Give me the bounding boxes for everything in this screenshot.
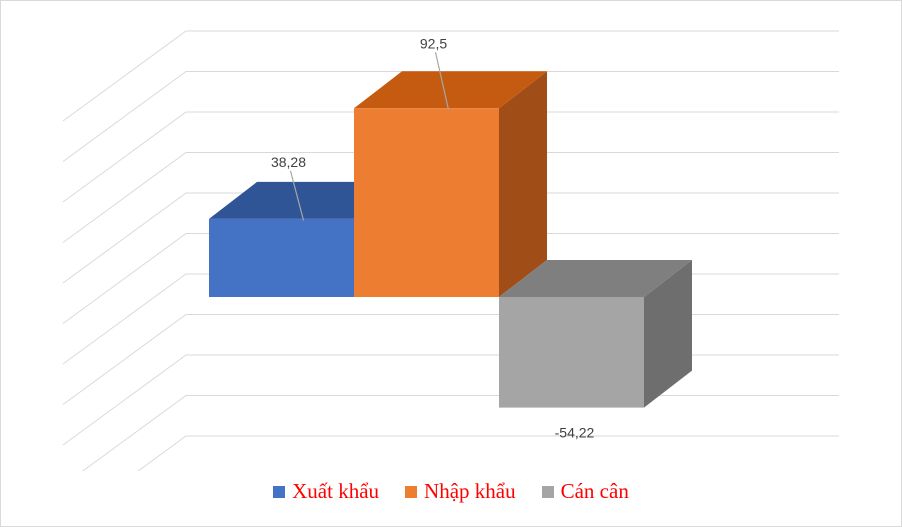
- data-label-nhap-khau: 92,5: [420, 35, 447, 51]
- bar-can-can: [499, 260, 692, 408]
- gridline: [137, 435, 839, 471]
- data-label-leader-line: [434, 52, 450, 110]
- gridline: [62, 233, 839, 324]
- legend-swatch-xuat-khau: [273, 485, 286, 498]
- data-label-can-can: -54,22: [555, 425, 595, 441]
- data-label-xuat-khau: 38,28: [271, 154, 306, 170]
- legend-swatch-nhap-khau: [405, 485, 418, 498]
- plot-area: 38,28 92,5 -54,22: [62, 30, 839, 471]
- legend-label-can-can: Cán cân: [560, 479, 629, 503]
- bar-front-face: [209, 218, 354, 297]
- bar-top-face: [354, 71, 547, 109]
- gridline: [81, 395, 839, 471]
- legend-item-xuat-khau: Xuất khẩu: [273, 479, 379, 504]
- gridline: [62, 111, 839, 203]
- gridline: [62, 152, 839, 243]
- bar-top-face: [209, 181, 402, 219]
- legend-item-nhap-khau: Nhập khẩu: [405, 479, 516, 504]
- gridline: [62, 30, 839, 122]
- legend-label-nhap-khau: Nhập khẩu: [424, 479, 516, 503]
- data-labels: 38,28 92,5 -54,22: [271, 35, 595, 440]
- legend-item-can-can: Cán cân: [541, 479, 629, 504]
- data-label-leader-line: [289, 170, 305, 221]
- bar-side-face: [499, 71, 547, 297]
- bars-group: [209, 71, 692, 408]
- bar-top-face: [499, 260, 692, 297]
- bar-nhap-khau: [354, 71, 547, 297]
- gridline: [62, 71, 839, 162]
- bar-front-face: [354, 108, 499, 297]
- gridline: [62, 192, 839, 284]
- legend: Xuất khẩu Nhập khẩu Cán cân: [1, 479, 901, 504]
- bar-front-face: [499, 297, 644, 408]
- bar-side-face: [644, 260, 692, 408]
- legend-label-xuat-khau: Xuất khẩu: [292, 479, 380, 503]
- legend-swatch-can-can: [541, 485, 554, 498]
